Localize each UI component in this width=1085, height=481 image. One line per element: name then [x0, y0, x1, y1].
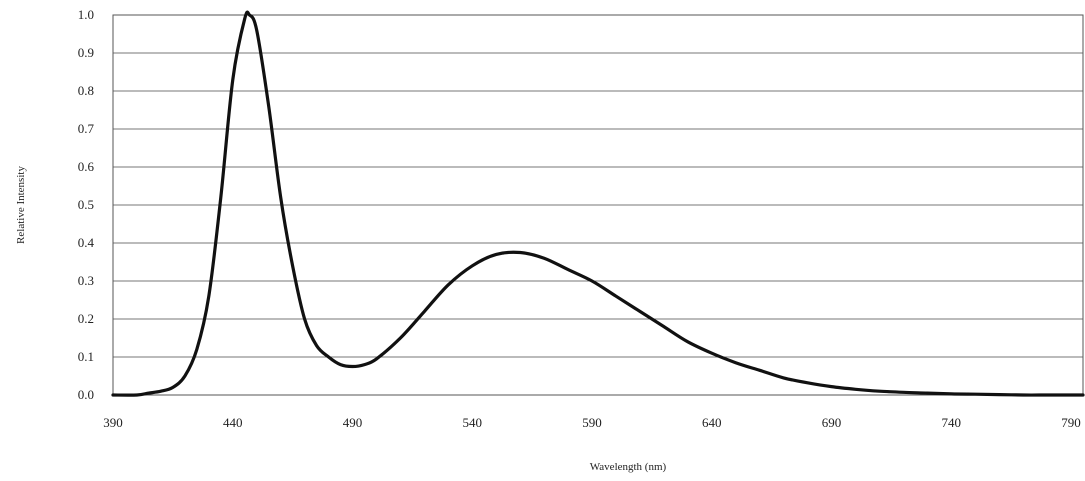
x-tick-label: 590 [582, 415, 602, 430]
y-tick-label: 0.1 [78, 349, 94, 364]
x-tick-label: 540 [463, 415, 483, 430]
y-tick-label: 0.2 [78, 311, 94, 326]
plot-frame [112, 14, 1084, 396]
x-tick-label: 690 [822, 415, 842, 430]
y-tick-label: 0.5 [78, 197, 94, 212]
x-tick-labels: 390 440 490 540 590 640 690 740 790 [103, 415, 1081, 430]
x-tick-label: 790 [1061, 415, 1081, 430]
y-axis-title: Relative Intensity [15, 166, 27, 244]
x-tick-label: 640 [702, 415, 722, 430]
x-tick-label: 490 [343, 415, 363, 430]
x-axis-title: Wavelength (nm) [590, 461, 667, 473]
y-tick-label: 0.3 [78, 273, 94, 288]
y-tick-label: 1.0 [78, 7, 94, 22]
y-tick-label: 0.9 [78, 45, 94, 60]
y-tick-label: 0.7 [78, 121, 95, 136]
y-tick-label: 0.4 [78, 235, 95, 250]
y-tick-label: 0.6 [78, 159, 95, 174]
x-tick-label: 440 [223, 415, 243, 430]
y-tick-label: 0.8 [78, 83, 94, 98]
intensity-curve [111, 10, 1085, 397]
gridlines [113, 52, 1083, 358]
y-tick-label: 0.0 [78, 387, 94, 402]
x-tick-label: 740 [942, 415, 962, 430]
x-tick-label: 390 [103, 415, 123, 430]
y-tick-labels: 0.0 0.1 0.2 0.3 0.4 0.5 0.6 0.7 0.8 0.9 1.0 [78, 7, 95, 402]
